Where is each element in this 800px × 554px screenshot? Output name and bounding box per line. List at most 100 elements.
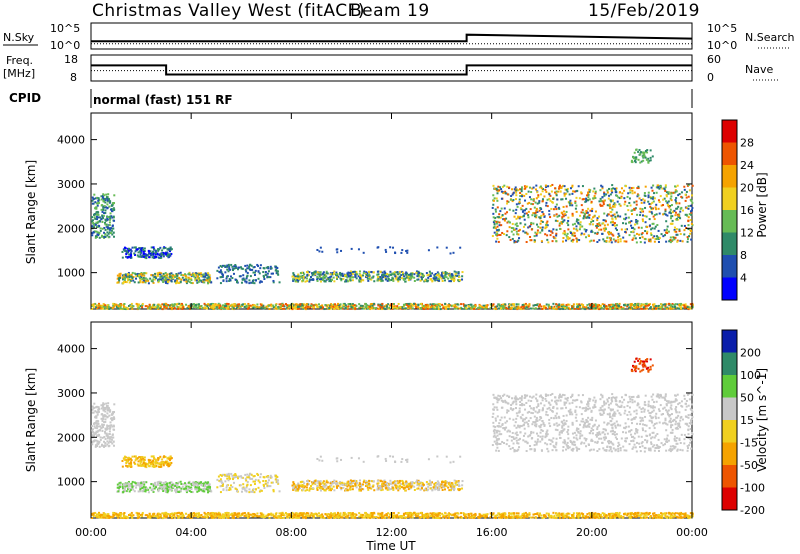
- power-echo: [91, 303, 94, 306]
- velocity-echo: [224, 480, 227, 483]
- power-echo: [127, 271, 130, 274]
- power-echo: [437, 278, 440, 281]
- power-echo: [108, 221, 111, 224]
- power-echo: [507, 220, 510, 223]
- power-echo: [535, 214, 538, 217]
- power-echo: [244, 280, 247, 283]
- power-echo: [647, 196, 650, 199]
- velocity-echo: [153, 487, 156, 490]
- power-echo: [329, 278, 332, 281]
- power-echo: [161, 277, 164, 280]
- power-echo: [523, 218, 526, 221]
- power-echo: [377, 273, 380, 276]
- power-echo: [379, 303, 382, 306]
- power-echo: [676, 239, 679, 242]
- power-echo: [431, 272, 434, 275]
- power-echo: [147, 282, 150, 285]
- power-echo: [182, 274, 185, 277]
- power-echo: [497, 185, 500, 188]
- power-echo: [616, 306, 619, 309]
- power-echo: [631, 238, 634, 241]
- power-echo: [598, 200, 601, 203]
- velocity-echo: [104, 442, 107, 445]
- power-echo: [262, 274, 265, 277]
- power-echo: [415, 306, 418, 309]
- power-echo: [298, 275, 301, 278]
- velocity-echo: [102, 402, 105, 405]
- power-echo: [515, 217, 518, 220]
- power-echo: [221, 306, 224, 309]
- velocity-echo: [95, 424, 98, 427]
- power-echo: [634, 237, 637, 240]
- power-echo: [506, 200, 509, 203]
- velocity-echo: [207, 481, 210, 484]
- power-echo: [395, 276, 398, 279]
- power-echo: [589, 306, 592, 309]
- power-echo: [578, 239, 581, 242]
- power-echo: [581, 306, 584, 309]
- power-echo: [679, 239, 682, 242]
- velocity-echo: [228, 488, 231, 491]
- power-echo: [164, 276, 167, 279]
- power-echo: [310, 278, 313, 281]
- power-echo: [519, 215, 522, 218]
- power-echo: [664, 186, 667, 189]
- power-echo: [667, 230, 670, 233]
- power-echo: [123, 302, 126, 305]
- power-echo: [173, 280, 176, 283]
- power-echo: [364, 272, 367, 275]
- power-echo: [162, 252, 165, 255]
- colorbar-swatch: [722, 165, 737, 188]
- power-echo: [207, 303, 210, 306]
- power-echo: [543, 195, 546, 198]
- power-echo: [97, 306, 100, 309]
- power-echo: [552, 228, 555, 231]
- power-echo: [277, 306, 280, 309]
- colorbar-tick: 4: [740, 272, 747, 285]
- power-echo: [545, 303, 548, 306]
- power-echo: [644, 185, 647, 188]
- power-echo: [494, 210, 497, 213]
- power-echo: [567, 238, 570, 241]
- power-echo: [608, 203, 611, 206]
- power-echo: [256, 263, 259, 266]
- power-echo: [143, 274, 146, 277]
- power-echo: [690, 222, 693, 225]
- power-echo: [540, 214, 543, 217]
- power-echo: [177, 307, 180, 310]
- power-echo: [637, 226, 640, 229]
- power-echo: [369, 305, 372, 308]
- velocity-echo: [168, 459, 171, 462]
- power-echo: [179, 278, 182, 281]
- power-echo: [379, 275, 382, 278]
- power-echo: [206, 274, 209, 277]
- velocity-echo: [363, 479, 366, 482]
- power-echo: [377, 307, 380, 310]
- power-echo: [141, 281, 144, 284]
- power-echo: [458, 275, 461, 278]
- power-echo: [376, 278, 379, 281]
- power-echo: [541, 188, 544, 191]
- power-echo: [564, 188, 567, 191]
- power-echo: [568, 237, 571, 240]
- power-echo: [432, 277, 435, 280]
- power-echo: [622, 222, 625, 225]
- power-echo: [593, 215, 596, 218]
- power-echo: [469, 306, 472, 309]
- power-echo: [634, 304, 637, 307]
- power-echo: [121, 256, 124, 259]
- power-echo: [232, 272, 235, 275]
- velocity-echo: [233, 476, 236, 479]
- velocity-echo: [186, 489, 189, 492]
- power-echo: [413, 302, 416, 305]
- power-echo: [206, 305, 209, 308]
- power-echo: [166, 248, 169, 251]
- power-echo: [397, 273, 400, 276]
- power-echo: [271, 304, 274, 307]
- power-echo: [687, 220, 690, 223]
- velocity-echo: [92, 435, 95, 438]
- power-echo: [286, 306, 289, 309]
- power-echo: [449, 252, 452, 255]
- velocity-echo: [147, 458, 150, 461]
- power-echo: [651, 155, 654, 158]
